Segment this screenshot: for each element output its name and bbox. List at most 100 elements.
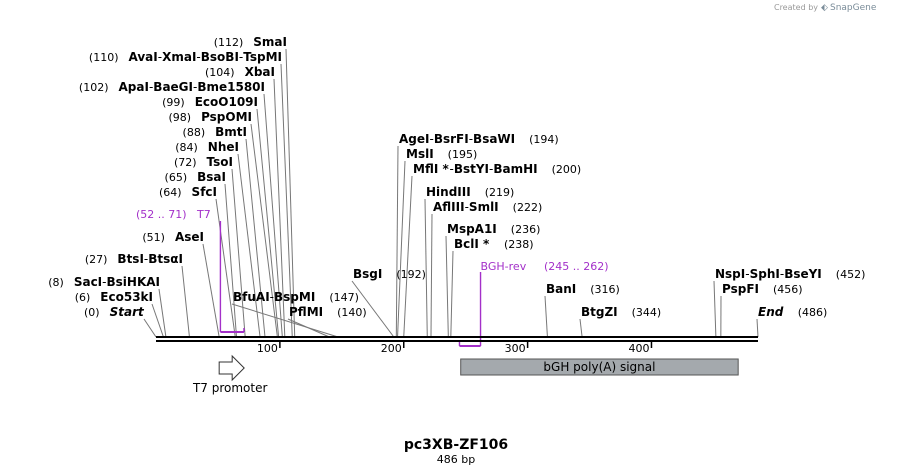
primers: (52 .. 71) T7 BGH-rev (245 .. 262) [136, 208, 609, 347]
site-label[interactable]: (27) BtsI - BtsαI [85, 252, 183, 266]
site-leader [231, 168, 246, 338]
site-label[interactable]: End (486) [758, 305, 827, 319]
site-leader [256, 108, 280, 338]
site-label[interactable]: AflIII - SmlI (222) [433, 200, 542, 214]
site-position: (452) [836, 268, 866, 281]
site-name: ApaI [119, 80, 149, 94]
site-label[interactable]: NspI - SphI - BseYI (452) [715, 267, 865, 281]
site-label[interactable]: (99) EcoO109I [162, 95, 258, 109]
site-name: PspFI [722, 282, 759, 296]
site-label[interactable]: (51) AseI [142, 230, 204, 244]
site-label[interactable]: BanI (316) [546, 282, 620, 296]
site-name: BamHI [493, 162, 537, 176]
site-position: (140) [337, 306, 367, 319]
site-separator: - [270, 290, 274, 304]
site-position: (456) [773, 283, 803, 296]
site-name: MflI * [413, 162, 449, 176]
site-label[interactable]: PspFI (456) [722, 282, 803, 296]
site-position: (316) [590, 283, 620, 296]
site-name: AvaI [129, 50, 158, 64]
site-name: PspOMI [201, 110, 252, 124]
site-leader [143, 318, 157, 338]
site-position: (486) [798, 306, 828, 319]
site-name: BsrFI [434, 132, 469, 146]
site-label[interactable]: MflI * - BstYI - BamHI (200) [413, 162, 581, 176]
site-label[interactable]: (65) BsaI [165, 170, 226, 184]
site-name: BtsαI [148, 252, 183, 266]
tick-label: 300 [505, 342, 526, 355]
site-label[interactable]: (0) Start [84, 305, 145, 319]
site-name: BspMI [274, 290, 315, 304]
site-leader [395, 145, 399, 338]
site-label[interactable]: MspA1I (236) [447, 222, 540, 236]
site-position: (238) [504, 238, 534, 251]
site-name: BaeGI [153, 80, 193, 94]
site-separator: - [429, 132, 433, 146]
site-label[interactable]: (102) ApaI - BaeGI - Bme1580I [79, 80, 265, 94]
primer-bgh-rev[interactable]: BGH-rev (245 .. 262) [458, 260, 609, 347]
site-label[interactable]: BtgZI (344) [581, 305, 661, 319]
site-position: (112) [214, 36, 244, 49]
site-name: SacI [74, 275, 102, 289]
site-label[interactable]: MslI (195) [406, 147, 477, 161]
site-label[interactable]: (112) SmaI [214, 35, 287, 49]
credit: Created by ⬖ SnapGene [774, 3, 877, 13]
feature-bgh-poly-a-signal[interactable]: bGH poly(A) signal [460, 358, 739, 376]
site-label[interactable]: (8) SacI - BsiHKAI [48, 275, 160, 289]
site-leader [202, 243, 220, 338]
site-leader-lines [143, 48, 759, 338]
site-leader [756, 318, 759, 338]
site-name: BsiHKAI [107, 275, 161, 289]
primer-range: (52 .. 71) [136, 208, 187, 221]
site-name: BseYI [784, 267, 822, 281]
site-name: BtgZI [581, 305, 618, 319]
site-position: (64) [159, 186, 182, 199]
site-label[interactable]: BfuAI - BspMI (147) [233, 290, 359, 304]
site-position: (219) [485, 186, 515, 199]
site-label[interactable]: AgeI - BsrFI - BsaWI (194) [399, 132, 559, 146]
ruler-ticks: 100 200 300 400 [257, 342, 653, 355]
primer-name: BGH-rev [481, 260, 527, 273]
site-leader [713, 280, 717, 338]
site-leader [245, 138, 266, 338]
site-label[interactable]: (98) PspOMI [168, 110, 252, 124]
site-name: BstYI [454, 162, 489, 176]
site-leader [397, 160, 406, 338]
primer-t7[interactable]: (52 .. 71) T7 [136, 208, 245, 333]
site-name: AseI [175, 230, 204, 244]
site-name: PflMI [289, 305, 323, 319]
site-label[interactable]: (104) XbaI [205, 65, 275, 79]
site-label[interactable]: (72) TsoI [174, 155, 233, 169]
feature-t7-promoter[interactable]: T7 promoter [192, 354, 268, 395]
site-position: (194) [529, 133, 559, 146]
tick-label: 200 [381, 342, 402, 355]
site-label[interactable]: (110) AvaI - XmaI - BsoBI - TspMI [89, 50, 282, 64]
site-labels: (112) SmaI (110) AvaI - XmaI - BsoBI - TspM… [48, 35, 865, 319]
site-position: (0) [84, 306, 100, 319]
site-label[interactable]: (64) SfcI [159, 185, 217, 199]
site-name: BsaWI [473, 132, 515, 146]
site-label[interactable]: (6) Eco53kI [75, 290, 153, 304]
site-name: BsaI [197, 170, 226, 184]
site-label[interactable]: (88) BmtI [183, 125, 247, 139]
site-position: (236) [511, 223, 541, 236]
site-separator: - [745, 267, 749, 281]
site-name: BmtI [215, 125, 247, 139]
site-separator: - [780, 267, 784, 281]
site-name: BfuAI [233, 290, 270, 304]
site-separator: - [449, 162, 453, 176]
site-leader [151, 303, 164, 338]
site-name: EcoO109I [195, 95, 258, 109]
site-name: SmlI [469, 200, 499, 214]
site-label[interactable]: BclI * (238) [454, 237, 534, 251]
site-position: (102) [79, 81, 109, 94]
site-label[interactable]: (84) NheI [175, 140, 239, 154]
site-label[interactable]: HindIII (219) [426, 185, 514, 199]
site-name: AflIII [433, 200, 465, 214]
site-separator: - [158, 50, 162, 64]
site-name: MspA1I [447, 222, 497, 236]
site-label[interactable]: BsgI (192) [353, 267, 426, 281]
site-position: (99) [162, 96, 185, 109]
site-label[interactable]: PflMI (140) [289, 305, 367, 319]
